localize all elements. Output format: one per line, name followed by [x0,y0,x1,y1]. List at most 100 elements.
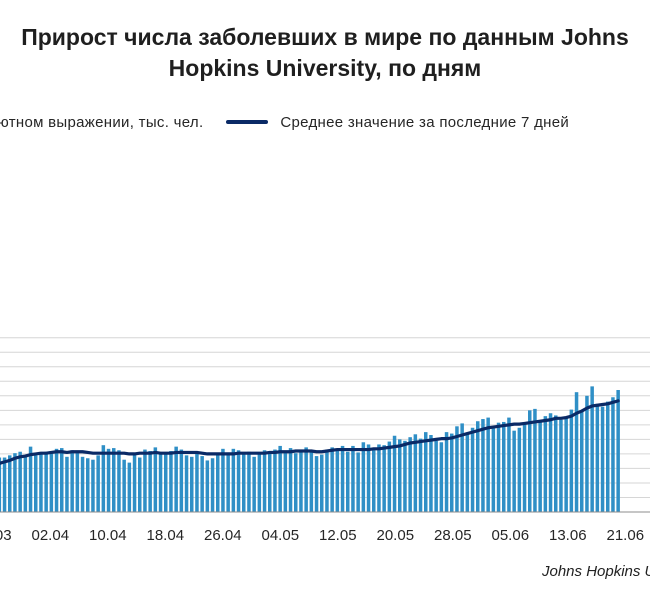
bar [2,457,7,512]
bar [356,452,360,512]
bar [372,449,376,512]
bar [210,458,215,512]
bar [548,413,553,512]
bar [262,450,267,512]
bar [8,455,12,512]
bar [184,455,189,512]
bar [49,451,54,512]
legend-line-swatch [225,120,268,125]
bar [44,451,48,512]
bar [91,459,95,512]
bar [325,449,329,512]
bar [96,455,100,512]
bar [112,448,116,512]
bar [148,451,152,512]
chart-title: Прирост числа заболевших в мире по данны… [0,22,650,84]
bar [278,445,282,512]
bar [554,415,558,512]
bar [585,395,589,512]
chart-bars [0,386,620,512]
bar [288,448,293,512]
bar [34,455,38,512]
bar [101,445,106,512]
bar [403,440,407,512]
bar [75,452,80,512]
bar [299,451,303,512]
bar [382,445,386,512]
bar [366,444,371,512]
bar [13,453,17,512]
bar [528,410,532,512]
bar [28,446,33,512]
bar [600,406,605,512]
x-tick-label: 20.05 [377,527,415,544]
bar [502,421,506,512]
chart-title-line-1: Прирост числа заболевших в мире по данны… [21,24,629,50]
x-tick-label: 13.06 [549,527,587,544]
bar [543,416,548,512]
bar [242,453,246,512]
bar [455,426,459,512]
bar [351,445,355,512]
bar [340,445,345,512]
bar [465,434,470,512]
bar [143,449,147,512]
bar [533,408,537,512]
bar [138,457,142,512]
bar [283,451,288,512]
bar [80,456,85,512]
bar [444,432,449,512]
bar [106,448,111,512]
bar [413,434,418,512]
x-tick-label: 21.06 [607,527,645,544]
bar [574,392,579,512]
bar [491,426,496,512]
x-tick-label: 26.04 [204,527,242,544]
chart-legend: В абсолютном выражении, тыс. чел. Средне… [0,113,569,131]
legend-bars-label: В абсолютном выражении, тыс. чел. [0,113,204,131]
x-tick-label: 12.05 [319,527,357,544]
bar [439,442,444,512]
bar [450,433,454,512]
bar [335,451,340,512]
bar [205,460,210,512]
bar [569,409,574,512]
bar [153,447,158,512]
bar [70,450,74,512]
bar [387,441,392,512]
bar [408,437,412,512]
bar [346,451,350,512]
bar [559,419,563,512]
bar [517,427,522,512]
bar [429,435,433,512]
bar [486,417,490,512]
bar [200,456,204,512]
bar [23,455,28,512]
bar [268,453,272,512]
bar [54,448,59,512]
bar [231,448,236,512]
bar [18,451,22,512]
bar [117,450,121,512]
x-tick-label: 10.04 [89,527,127,544]
bar [512,430,516,512]
bar [507,417,511,512]
bar [590,386,594,512]
series-line-7day-average [0,399,620,465]
x-tick-label: 18.04 [147,527,185,544]
bar [481,419,485,512]
x-axis-tick-labels: 25.03 02.04 10.04 18.04 26.04 04.05 12.05 20.05… [0,527,644,544]
bar [221,448,225,512]
bar [216,453,220,512]
bar [252,456,256,512]
x-tick-label: 02.04 [32,527,70,544]
x-tick-label: 05.06 [492,527,530,544]
bar [0,457,2,512]
bar [595,403,600,512]
bar [314,456,319,512]
bar [86,458,90,512]
bar [236,450,241,512]
source-note: Johns Hopkins University [542,563,650,580]
bar [273,449,277,512]
